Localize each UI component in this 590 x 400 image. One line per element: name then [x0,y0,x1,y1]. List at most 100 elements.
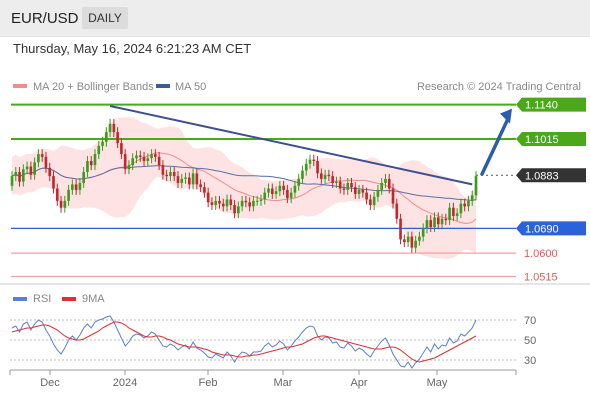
x-tick-label: Apr [350,377,367,389]
candle-body [255,200,259,202]
candle-body [10,176,14,186]
rsi-y-tick: 30 [524,355,536,367]
price-label-1.1140: 1.1140 [516,97,586,112]
candle-body [320,173,323,179]
candle-body [448,207,451,221]
ma50-legend-label: MA 50 [175,81,206,93]
timeframe-button[interactable]: DAILY [82,7,128,29]
rsi-legend: RSI 9MA [13,293,105,305]
price-label-1.1015: 1.1015 [516,132,586,146]
candle-body [221,203,225,207]
candle-body [418,236,421,241]
candle-body [248,202,251,207]
chart-datetime: Thursday, May 16, 2024 6:21:23 AM CET [13,41,252,56]
candle-body [154,154,157,157]
x-axis: Dec 2024 Feb Mar Apr May [9,370,517,389]
candle-body [63,200,67,208]
candle-body [293,185,297,193]
candle-body [406,236,410,243]
candle-body [403,239,406,243]
price-label-1.0690: 1.0690 [516,221,586,236]
bollinger-band [12,117,476,259]
candle-body [123,154,127,170]
candle-body [308,159,312,164]
rsi-legend-swatch [13,297,27,301]
candle-body [338,181,342,189]
candle-body [361,189,365,193]
price-label-bg [516,132,586,146]
candle-body [342,188,346,190]
x-tick-label: Mar [274,377,293,389]
candle-body [395,203,399,219]
candle-body [195,173,199,185]
candle-body [470,195,474,201]
main-legend: MA 20 + Bollinger Bands MA 50 Research ©… [13,81,581,93]
price-label-text: 1.0883 [525,170,559,182]
candle-body [67,189,70,201]
candle-body [353,187,357,194]
candle-body [414,240,417,248]
candle-body [350,183,353,188]
price-label-1.0883: 1.0883 [516,168,586,183]
copyright-label: Research © 2024 Trading Central [417,81,581,93]
x-tick-label: May [427,377,448,389]
rsi-y-tick: 50 [524,335,536,347]
candle-body [278,185,282,192]
candle-body [18,172,21,182]
price-label-1.0600: 1.0600 [524,248,558,260]
candle-body [210,202,214,205]
candle-body [104,132,108,142]
candle-body [52,176,55,189]
ma50-line [11,165,477,201]
candle-body [297,178,301,186]
candle-body [335,181,338,183]
candle-body [161,165,165,175]
candle-body [55,188,59,201]
candle-body [444,218,448,221]
candle-body [237,206,240,214]
price-label-text: 1.0690 [525,223,559,235]
price-label-text: 1.0515 [524,272,558,284]
candle-body [172,172,176,177]
candle-body [157,156,161,166]
candle-body [48,167,52,177]
candle-body [372,196,376,205]
candle-body [327,174,331,177]
candle-body [82,172,85,183]
rsi-ma-line [11,321,477,363]
candle-body [387,178,391,189]
candle-body [33,162,36,175]
candle-body [150,154,153,159]
candle-body [365,192,368,200]
rsi-y-tick: 70 [524,315,536,327]
rsi-ma-legend-swatch [62,297,76,301]
price-label-bg [516,221,586,236]
candle-body [263,192,267,200]
candle-body [391,188,395,204]
candle-body [78,183,82,190]
candle-body [316,161,319,174]
candle-body [199,184,202,188]
rsi-ma-legend-label: 9MA [82,293,105,305]
candle-body [97,145,101,155]
candle-body [93,154,97,166]
projection-arrow-shaft [480,114,511,176]
candle-body [112,123,116,133]
candle-body [440,218,444,225]
candle-body [270,188,274,194]
candle-body [323,174,327,179]
candle-body [184,177,187,179]
rsi-legend-label: RSI [33,293,51,305]
candle-body [455,213,459,216]
candle-body [71,184,74,190]
candle-body [131,158,135,166]
candle-body [142,156,146,161]
candle-body [40,154,44,157]
candle-body [259,199,263,201]
trendline [109,105,473,186]
candle-body [474,176,478,196]
candle-body [233,205,236,214]
candle-body [282,185,285,190]
candle-body [120,143,123,155]
candle-body [463,203,467,207]
